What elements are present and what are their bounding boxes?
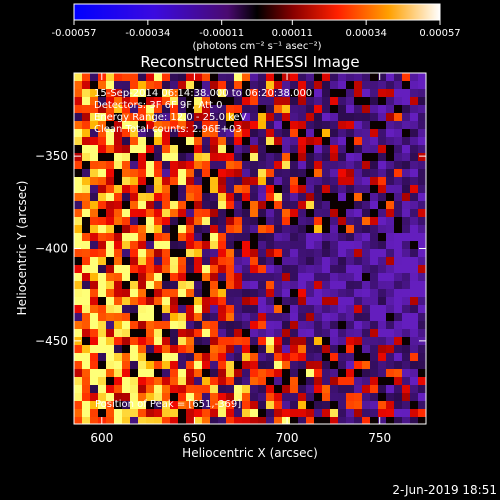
chart-title: Reconstructed RHESSI Image: [140, 53, 359, 71]
y-tick-label: −350: [35, 149, 68, 163]
colorbar-tick-label: 0.00057: [419, 28, 460, 39]
y-axis-label: Heliocentric Y (arcsec): [15, 181, 29, 316]
colorbar-unit-label: (photons cm⁻² s⁻¹ asec⁻²): [192, 41, 321, 52]
annotation-line: 15-Sep-2014 06:14:38.000 to 06:20:38.000: [94, 88, 312, 99]
footer-date: 2-Jun-2019 18:51: [392, 483, 497, 497]
annotation-line: Detectors: 3F 6F 9F, Att 0: [94, 100, 222, 111]
colorbar-tick-label: -0.00011: [199, 28, 244, 39]
annotation-line: Clean Total counts: 2.96E+03: [94, 124, 242, 135]
x-tick-label: 650: [183, 431, 206, 445]
peak-position-label: Position of Peak = [651,-369]: [95, 399, 241, 410]
heatmap-image: [74, 73, 426, 424]
y-tick-label: −400: [35, 242, 68, 256]
x-tick-label: 600: [90, 431, 113, 445]
colorbar-tick-label: -0.00034: [125, 28, 170, 39]
annotation-line: Energy Range: 12.0 - 25.0 keV: [94, 112, 247, 123]
y-tick-label: −450: [35, 334, 68, 348]
x-tick-label: 700: [276, 431, 299, 445]
colorbar-tick-label: 0.00011: [272, 28, 313, 39]
x-tick-label: 750: [368, 431, 391, 445]
x-axis-label: Heliocentric X (arcsec): [182, 446, 318, 460]
colorbar-tick-label: 0.00034: [345, 28, 386, 39]
colorbar-tick-label: -0.00057: [52, 28, 97, 39]
colorbar: [73, 3, 441, 21]
